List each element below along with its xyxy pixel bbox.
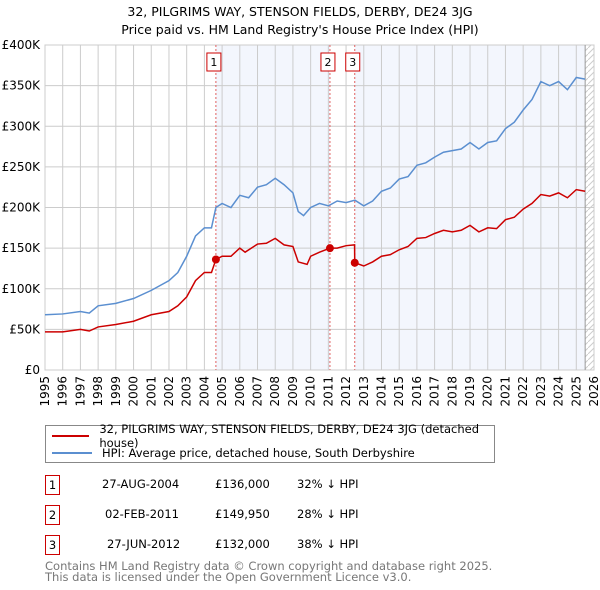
x-tick-label: 2002: [162, 376, 176, 407]
chart-title: 32, PILGRIMS WAY, STENSON FIELDS, DERBY,…: [127, 4, 473, 19]
sale-price: £132,000: [215, 537, 270, 551]
y-tick-label: £400K: [2, 38, 42, 52]
x-tick-label: 2011: [321, 376, 335, 407]
legend-label-property: 32, PILGRIMS WAY, STENSON FIELDS, DERBY,…: [99, 422, 480, 450]
hpi-line: [44, 76, 586, 316]
y-tick-label: £200K: [2, 201, 42, 215]
chart-subtitle: Price paid vs. HM Land Registry's House …: [121, 22, 479, 37]
x-tick-label: 2004: [197, 376, 211, 407]
x-tick-label: 2026: [587, 376, 600, 407]
x-tick-label: 1996: [56, 376, 70, 407]
x-tick-label: 2005: [215, 376, 229, 407]
y-tick-label: £100K: [2, 282, 42, 296]
legend-label-hpi: HPI: Average price, detached house, Sout…: [102, 446, 415, 460]
sale-marker-box: [206, 52, 222, 72]
legend: 32, PILGRIMS WAY, STENSON FIELDS, DERBY,…: [45, 422, 495, 463]
plot-frame: [44, 44, 595, 371]
sale-number-badge: 2: [45, 505, 60, 525]
x-tick-label: 2016: [410, 376, 424, 407]
x-tick-label: 2009: [286, 376, 300, 407]
sale-marker-number: 2: [324, 56, 331, 69]
y-tick-label: £250K: [2, 160, 42, 174]
y-tick-label: £50K: [9, 322, 41, 336]
x-tick-label: 2021: [498, 376, 512, 407]
property-price-line: [45, 188, 586, 333]
sale-row: 3 27-JUN-2012 £132,000 38% ↓ HPI: [45, 535, 545, 557]
x-tick-label: 2017: [428, 376, 442, 407]
y-tick-label: £300K: [2, 119, 42, 133]
x-tick-label: 2015: [392, 376, 406, 407]
x-tick-label: 2001: [144, 376, 158, 407]
footer-copyright: Contains HM Land Registry data © Crown c…: [45, 559, 493, 573]
x-tick-label: 2010: [304, 376, 318, 407]
x-tick-label: 2020: [481, 376, 495, 407]
legend-swatch-property: [52, 435, 90, 437]
y-tick-label: £0: [25, 363, 40, 377]
y-tick-label: £350K: [2, 79, 42, 93]
x-tick-label: 2006: [233, 376, 247, 407]
legend-swatch-hpi: [52, 452, 92, 454]
sale-point: [350, 258, 359, 267]
x-tick-label: 2022: [516, 376, 530, 407]
sale-price: £136,000: [215, 477, 270, 491]
x-tick-label: 2007: [251, 376, 265, 407]
x-tick-label: 2012: [339, 376, 353, 407]
x-tick-label: 1998: [91, 376, 105, 407]
sale-marker-box: [320, 52, 336, 72]
x-tick-label: 2014: [374, 376, 388, 407]
x-tick-label: 1999: [109, 376, 123, 407]
sale-row: 2 02-FEB-2011 £149,950 28% ↓ HPI: [45, 505, 545, 527]
y-tick-label: £150K: [2, 241, 42, 255]
sale-hpi-diff: 32% ↓ HPI: [297, 477, 359, 491]
sale-hpi-diff: 28% ↓ HPI: [297, 507, 359, 521]
sale-date: 27-JUN-2012: [107, 537, 181, 551]
x-tick-label: 2008: [268, 376, 282, 407]
sale-date: 02-FEB-2011: [105, 507, 179, 521]
sale-marker-number: 3: [349, 56, 356, 69]
sale-marker-number: 1: [210, 56, 217, 69]
x-tick-label: 1995: [38, 376, 52, 407]
sale-number-badge: 1: [45, 475, 60, 495]
x-tick-label: 2018: [445, 376, 459, 407]
sale-price: £149,950: [215, 507, 270, 521]
sale-marker-box: [345, 52, 361, 72]
sale-number-badge: 3: [45, 535, 60, 555]
price-chart: 1995 1996 1997 1998 1999 2000 2001 2002 2003 2004…: [2, 38, 600, 407]
sale-row: 1 27-AUG-2004 £136,000 32% ↓ HPI: [45, 475, 545, 497]
sale-hpi-diff: 38% ↓ HPI: [297, 537, 359, 551]
footer-licence: This data is licensed under the Open Gov…: [45, 570, 412, 584]
x-tick-label: 1997: [73, 376, 87, 407]
x-tick-label: 2023: [534, 376, 548, 407]
sale-point: [325, 244, 334, 253]
x-tick-label: 2013: [357, 376, 371, 407]
x-tick-label: 2003: [180, 376, 194, 407]
sale-point: [211, 255, 220, 264]
x-tick-label: 2019: [463, 376, 477, 407]
x-tick-label: 2000: [127, 376, 141, 407]
x-tick-label: 2025: [569, 376, 583, 407]
sale-date: 27-AUG-2004: [102, 477, 180, 491]
x-tick-label: 2024: [552, 376, 566, 407]
